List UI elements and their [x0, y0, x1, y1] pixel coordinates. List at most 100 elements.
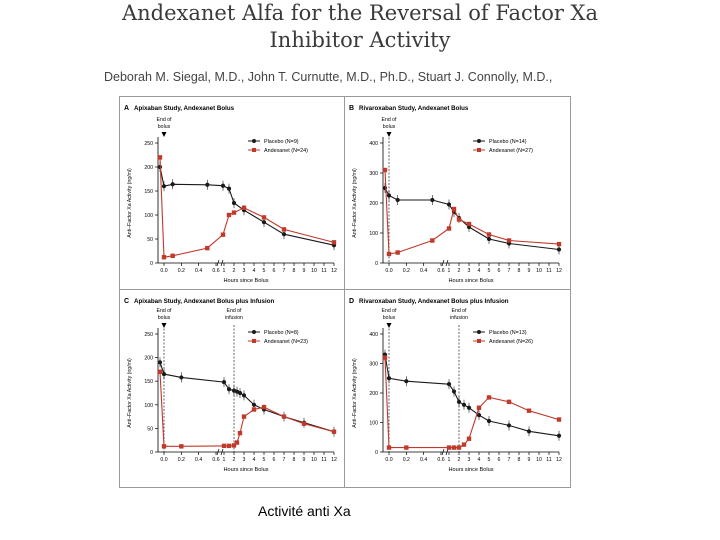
data-point-placebo — [231, 200, 237, 206]
data-point-andexanet — [231, 443, 237, 448]
x-tick-label: 11 — [321, 457, 326, 463]
data-point-andexanet — [506, 238, 512, 243]
x-tick-label: 0.2 — [403, 457, 410, 463]
y-tick-label: 400 — [369, 332, 378, 338]
legend-label: Andexanet (N=26) — [489, 339, 533, 345]
data-point-placebo — [430, 197, 435, 203]
x-tick-label: 0.0 — [385, 457, 392, 463]
x-tick-label: 0.6 — [437, 268, 444, 274]
data-point-andexanet — [486, 395, 492, 400]
data-point-placebo — [281, 232, 287, 237]
y-tick-label: 100 — [369, 421, 378, 427]
legend-marker-placebo — [477, 139, 481, 143]
x-tick-label: 7 — [508, 457, 511, 463]
y-axis-label: Anti–Factor Xa Activity (ng/ml) — [127, 168, 133, 238]
data-point-andexanet — [461, 442, 467, 447]
x-tick-label: 10 — [311, 457, 317, 463]
data-point-andexanet — [241, 414, 247, 419]
data-point-placebo — [466, 405, 472, 410]
data-point-andexanet — [556, 241, 562, 247]
y-tick-label: 150 — [144, 189, 153, 195]
data-point-andexanet — [404, 445, 409, 450]
data-point-andexanet — [451, 445, 457, 450]
article-title: Andexanet Alfa for the Reversal of Facto… — [80, 0, 640, 54]
data-point-andexanet — [234, 440, 240, 445]
data-point-andexanet — [261, 215, 267, 220]
data-point-andexanet — [456, 445, 462, 450]
x-tick-label: 0.2 — [403, 268, 410, 274]
article-title-line-1: Andexanet Alfa for the Reversal of Facto… — [121, 1, 599, 25]
x-tick-label: 8 — [293, 268, 296, 274]
x-tick-label: 0.4 — [195, 268, 202, 274]
data-point-andexanet — [241, 205, 247, 210]
y-axis-label: Anti–Factor Xa Activity (ng/ml) — [127, 358, 133, 428]
axis-break-mark — [445, 448, 449, 456]
y-tick-label: 300 — [369, 171, 378, 177]
y-tick-label: 150 — [144, 379, 153, 385]
legend-marker-andexanet — [477, 148, 481, 152]
data-point-placebo — [451, 389, 457, 394]
x-tick-label: 1 — [448, 457, 451, 463]
y-tick-label: 100 — [369, 231, 378, 237]
x-tick-label: 2 — [233, 457, 236, 463]
data-point-andexanet — [506, 399, 512, 405]
data-point-placebo — [486, 418, 492, 424]
legend-label: Andexanet (N=24) — [264, 148, 308, 154]
y-axis-label: Anti–Factor Xa Activity (ng/ml) — [352, 358, 358, 428]
data-point-placebo — [170, 182, 175, 187]
legend-marker-andexanet — [252, 339, 256, 343]
data-point-andexanet — [451, 206, 457, 212]
data-point-placebo — [251, 402, 257, 407]
data-point-placebo — [446, 202, 452, 207]
x-tick-label: 5 — [263, 268, 266, 274]
axis-break-mark — [216, 259, 220, 267]
x-tick-label: 0.0 — [160, 268, 167, 274]
data-point-placebo — [386, 376, 392, 381]
data-point-placebo — [157, 360, 163, 365]
axis-break-mark — [220, 448, 224, 456]
x-tick-label: 10 — [536, 268, 542, 274]
x-tick-label: 3 — [468, 457, 471, 463]
data-point-placebo — [506, 423, 512, 428]
x-axis-label: Hours since Bolus — [223, 467, 268, 473]
x-axis-label: Hours since Bolus — [223, 278, 268, 284]
x-tick-label: 1 — [448, 268, 451, 274]
data-point-placebo — [456, 399, 462, 404]
x-tick-label: 2 — [233, 268, 236, 274]
data-point-andexanet — [476, 405, 482, 410]
x-tick-label: 3 — [243, 268, 246, 274]
x-tick-label: 0.4 — [420, 457, 427, 463]
x-tick-label: 12 — [556, 268, 562, 274]
series-line-placebo — [384, 187, 560, 251]
data-point-andexanet — [231, 210, 237, 215]
x-tick-label: 0.6 — [212, 457, 219, 463]
x-tick-label: 0.0 — [385, 268, 392, 274]
annotation-label: bolus — [158, 315, 171, 321]
data-point-andexanet — [486, 232, 492, 237]
figure-vertical-divider — [344, 97, 345, 487]
x-tick-label: 7 — [283, 457, 286, 463]
panel-letter: C — [124, 298, 129, 305]
x-tick-label: 1 — [223, 457, 226, 463]
x-tick-label: 4 — [478, 268, 481, 274]
data-point-placebo — [161, 184, 167, 189]
data-point-andexanet — [382, 167, 388, 173]
x-tick-label: 0.6 — [212, 268, 219, 274]
data-point-andexanet — [301, 421, 307, 426]
annotation-label: End of — [382, 117, 398, 123]
data-point-andexanet — [251, 407, 257, 412]
x-tick-label: 1 — [223, 268, 226, 274]
y-tick-label: 0 — [375, 450, 378, 456]
x-tick-label: 3 — [468, 268, 471, 274]
x-tick-label: 9 — [528, 457, 531, 463]
x-tick-label: 11 — [321, 268, 326, 274]
y-tick-label: 100 — [144, 403, 153, 409]
data-point-andexanet — [466, 436, 472, 441]
data-point-andexanet — [261, 404, 267, 410]
data-point-andexanet — [161, 255, 167, 260]
data-point-andexanet — [226, 443, 232, 449]
legend-label: Placebo (N=9) — [264, 139, 299, 145]
series-line-andexanet — [159, 371, 335, 447]
panel-title: Apixaban Study, Andexanet Bolus — [134, 105, 235, 112]
y-tick-label: 400 — [369, 141, 378, 147]
